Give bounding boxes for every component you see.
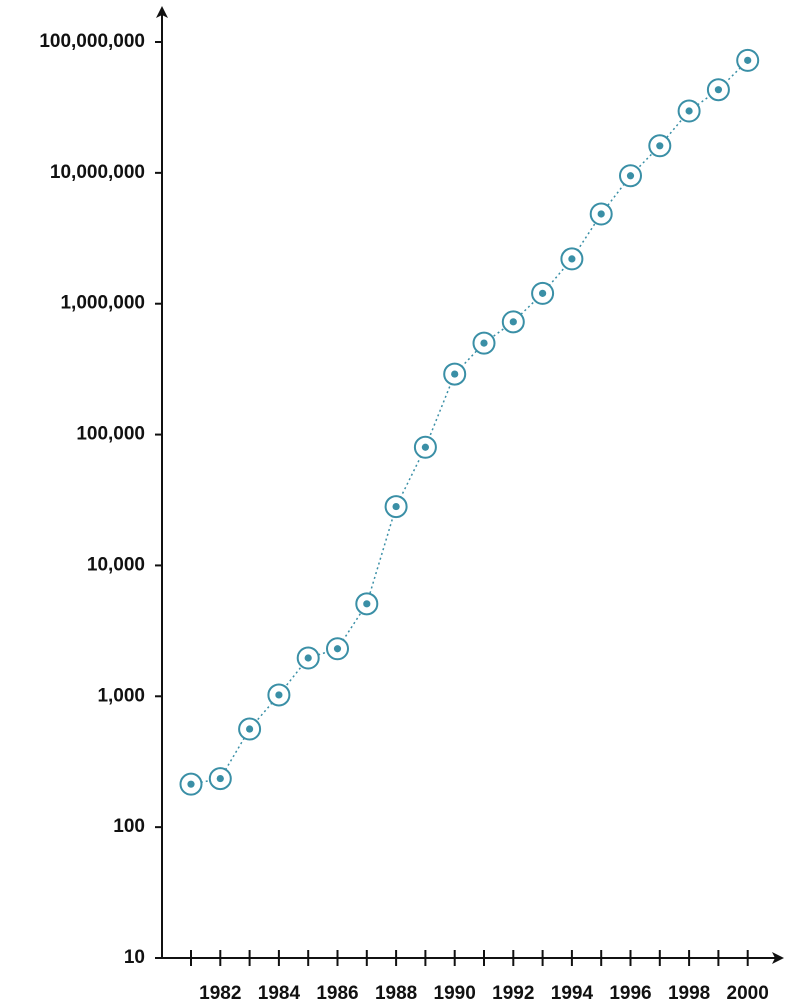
data-point	[267, 683, 291, 707]
data-point	[179, 772, 203, 796]
data-point	[619, 164, 642, 188]
x-tick-label: 1986	[316, 983, 358, 1004]
y-tick-label: 1,000	[97, 685, 145, 706]
data-point-center	[626, 172, 635, 180]
data-point-center	[451, 370, 459, 378]
data-point-center	[744, 56, 752, 64]
x-tick-label: 1998	[668, 983, 710, 1004]
data-point-center	[509, 318, 517, 326]
data-point-center	[275, 691, 283, 699]
data-point	[560, 247, 584, 271]
data-point	[472, 331, 496, 355]
data-point	[648, 134, 672, 158]
x-tick-label: 1994	[551, 983, 594, 1004]
data-point-center	[421, 443, 429, 451]
data-point	[706, 78, 730, 102]
data-point	[589, 202, 613, 226]
x-tick-label: 1984	[258, 983, 301, 1004]
y-tick-label: 10,000	[87, 554, 145, 575]
data-point	[736, 48, 760, 72]
data-point-center	[656, 142, 664, 150]
data-point-center	[714, 86, 723, 94]
data-point	[355, 592, 379, 616]
x-axis-ticks: 1982 1984 1986 1988 1990 1992 1994 1996 1998 2000	[190, 950, 769, 1004]
x-tick-label: 1992	[492, 983, 534, 1004]
x-tick-label: 1996	[609, 983, 651, 1004]
data-point	[238, 717, 262, 741]
data-point-center	[597, 210, 605, 218]
y-tick-label: 10,000,000	[50, 162, 145, 183]
data-point	[296, 646, 320, 670]
data-point-center	[304, 654, 312, 662]
data-point	[531, 281, 555, 305]
x-tick-label: 1982	[199, 983, 241, 1004]
x-tick-label: 1990	[434, 983, 476, 1004]
data-point-center	[333, 645, 342, 653]
y-tick-label: 100	[113, 816, 145, 837]
data-point-center	[480, 339, 488, 347]
x-tick-label: 2000	[727, 983, 769, 1004]
data-point-center	[392, 502, 400, 511]
data-point-center	[246, 725, 254, 733]
y-tick-label: 100,000	[76, 424, 145, 445]
data-point-center	[363, 600, 371, 608]
data-point	[326, 637, 349, 661]
data-point-center	[568, 255, 576, 263]
data-point-center	[539, 289, 547, 297]
y-tick-label: 10	[124, 947, 145, 968]
data-point-center	[685, 107, 693, 115]
data-point	[208, 767, 232, 791]
data-point	[677, 99, 701, 123]
y-tick-label: 1,000,000	[60, 293, 145, 314]
x-tick-label: 1988	[375, 983, 417, 1004]
data-point	[384, 495, 408, 519]
series-connector-line	[190, 59, 749, 785]
data-point-center	[216, 774, 224, 783]
data-point	[413, 435, 437, 459]
data-points	[179, 48, 760, 796]
data-point	[501, 310, 525, 334]
y-axis-ticks: 10 100 1,000 10,000 100,000 1,000,000 10,000,0…	[39, 31, 162, 968]
data-point	[443, 362, 467, 386]
y-tick-label: 100,000,000	[39, 31, 145, 52]
data-point-center	[187, 780, 195, 788]
